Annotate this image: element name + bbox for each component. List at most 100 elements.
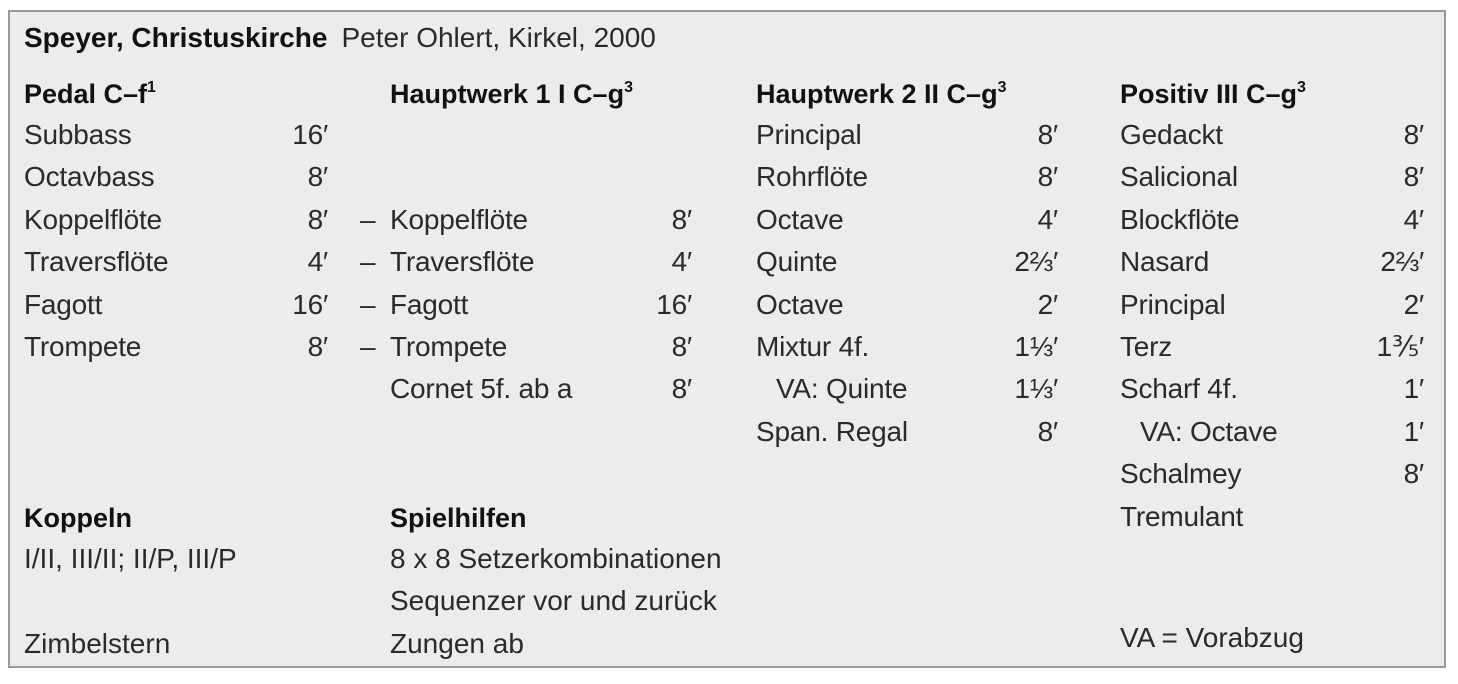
spielhilfen-item: 8 x 8 Setzerkombinationen (390, 543, 722, 574)
stop-name: Span. Regal (756, 415, 908, 447)
division-name: Hauptwerk 1 I C–g (390, 79, 625, 109)
stop-name: Trompete (24, 330, 142, 362)
stop-name: Principal (1120, 288, 1226, 320)
stop-pitch: 8′ (1403, 119, 1425, 150)
stop-pitch: 8′ (1037, 161, 1059, 193)
stop-row: Principal 8′ (756, 114, 1058, 156)
stop-name: Trompete (390, 330, 508, 362)
division-heading: Hauptwerk 2 II C–g3 (756, 74, 1058, 114)
stop-pitch: 8′ (1037, 119, 1059, 150)
stop-row: Terz 1⅗′ (1120, 326, 1424, 368)
playing-aids-heading: Spielhilfen (390, 503, 527, 533)
stop-row: Gedackt 8′ (1120, 114, 1424, 156)
stop-pitch: 1⅓′ (1014, 330, 1058, 362)
transmission-dash: – (360, 246, 376, 278)
stop-row: Quinte 2⅔′ (756, 241, 1058, 283)
compass-superscript: 1 (147, 79, 156, 96)
transmission-dash: – (360, 330, 376, 362)
stop-row: Traversflöte 4′ (24, 241, 328, 283)
transmission-dash: – (360, 203, 376, 235)
stop-pitch: 2′ (1037, 288, 1059, 320)
couplers-section: Koppeln I/II, III/II; II/P, III/P Zimbels… (24, 498, 237, 665)
legend: VA = Vorabzug (1120, 622, 1304, 653)
koppeln-item: I/II, III/II; II/P, III/P (24, 543, 237, 574)
stop-row: Principal 2′ (1120, 284, 1424, 326)
stop-row: Schalmey 8′ (1120, 453, 1424, 495)
stop-name: Octave (756, 203, 844, 235)
compass-superscript: 3 (997, 79, 1007, 96)
stop-row: Salicional 8′ (1120, 156, 1424, 198)
stop-pitch: 2⅔′ (1014, 246, 1058, 278)
stop-name: Octavbass (24, 161, 155, 193)
division-column: Hauptwerk 1 I C–g3– Koppelflöte 8′ – Travers… (360, 74, 693, 411)
stop-row: – Trompete 8′ (360, 326, 692, 368)
stop-name: VA: Octave (1140, 415, 1278, 447)
spielhilfen-item: Zungen ab (390, 627, 524, 659)
stop-pitch: 8′ (671, 203, 693, 235)
stop-name: Salicional (1120, 161, 1238, 193)
stop-row: Span. Regal 8′ (756, 411, 1058, 453)
stop-row: Mixtur 4f. 1⅓′ (756, 326, 1058, 368)
stop-pitch: 2⅔′ (1380, 246, 1424, 278)
stop-name: Tremulant (1120, 500, 1244, 532)
stop-pitch: 8′ (307, 203, 329, 235)
stop-name: Octave (756, 288, 844, 320)
division-column: Positiv III C–g3 Gedackt 8′ Salicional 8′ Blo… (1120, 74, 1424, 538)
spielhilfen-item: Sequenzer vor und zurück (390, 585, 717, 617)
stop-pitch: 1⅗′ (1376, 330, 1425, 362)
stop-row: VA: Octave 1′ (1120, 411, 1424, 453)
stop-pitch: 8′ (671, 373, 693, 405)
stop-pitch: 4′ (1403, 203, 1425, 235)
stop-name: Scharf 4f. (1120, 373, 1238, 405)
playing-aids-section: Spielhilfen 8 x 8 Setzerkombinationen Seq… (390, 498, 722, 665)
stop-row: Rohrflöte 8′ (756, 156, 1058, 198)
stop-name: Fagott (390, 288, 469, 320)
stop-row: Koppelflöte 8′ (24, 199, 328, 241)
stop-row: Tremulant (1120, 496, 1424, 538)
stop-row: Cornet 5f. ab a 8′ (390, 368, 692, 410)
compass-superscript: 3 (1297, 79, 1306, 96)
stop-name: Schalmey (1120, 458, 1242, 490)
stop-row: Scharf 4f. 1′ (1120, 368, 1424, 410)
stop-pitch: 4′ (671, 246, 693, 278)
stop-name: Rohrflöte (756, 161, 868, 193)
couplers-heading: Koppeln (24, 503, 132, 533)
stop-name: Principal (756, 119, 862, 150)
koppeln-item: Zimbelstern (24, 627, 171, 659)
stop-row: Nasard 2⅔′ (1120, 241, 1424, 283)
stop-name: Subbass (24, 119, 132, 150)
stop-pitch: 4′ (1037, 203, 1059, 235)
division-heading: Positiv III C–g3 (1120, 74, 1424, 114)
division-name: Positiv III C–g (1120, 79, 1298, 109)
stop-row: Octavbass 8′ (24, 156, 328, 198)
stop-row: Octave 2′ (756, 284, 1058, 326)
stop-name: Gedackt (1120, 119, 1223, 150)
stop-name: Quinte (756, 246, 838, 278)
division-name: Pedal C–f (24, 79, 148, 109)
stop-pitch: 8′ (1403, 161, 1425, 193)
stop-name: VA: Quinte (776, 373, 908, 405)
stop-pitch: 16′ (656, 288, 692, 320)
compass-superscript: 3 (624, 79, 633, 96)
stop-row: VA: Quinte 1⅓′ (756, 368, 1058, 410)
stop-row: – Fagott 16′ (360, 284, 692, 326)
builder: Peter Ohlert, Kirkel, 2000 (341, 22, 656, 53)
stop-name: Traversflöte (24, 246, 169, 278)
stop-name: Mixtur 4f. (756, 330, 870, 362)
stop-name: Nasard (1120, 246, 1210, 278)
stop-pitch: 1⅓′ (1014, 373, 1058, 405)
title: Speyer, Christuskirche Peter Ohlert, Kirk… (24, 22, 656, 54)
division-name: Hauptwerk 2 II C–g (756, 79, 998, 109)
stop-name: Terz (1120, 330, 1173, 362)
stop-pitch: 8′ (1037, 415, 1059, 447)
transmission-dash: – (360, 288, 376, 320)
stop-row: Fagott 16′ (24, 284, 328, 326)
stop-name: Blockflöte (1120, 203, 1240, 235)
stop-pitch: 1′ (1403, 373, 1425, 405)
stop-pitch: 8′ (307, 161, 329, 193)
stop-row: Trompete 8′ (24, 326, 328, 368)
division-heading: Pedal C–f1 (24, 74, 328, 114)
stop-pitch: 1′ (1403, 415, 1425, 447)
stop-name: Traversflöte (390, 246, 535, 278)
stop-row: – Koppelflöte 8′ (360, 199, 693, 241)
